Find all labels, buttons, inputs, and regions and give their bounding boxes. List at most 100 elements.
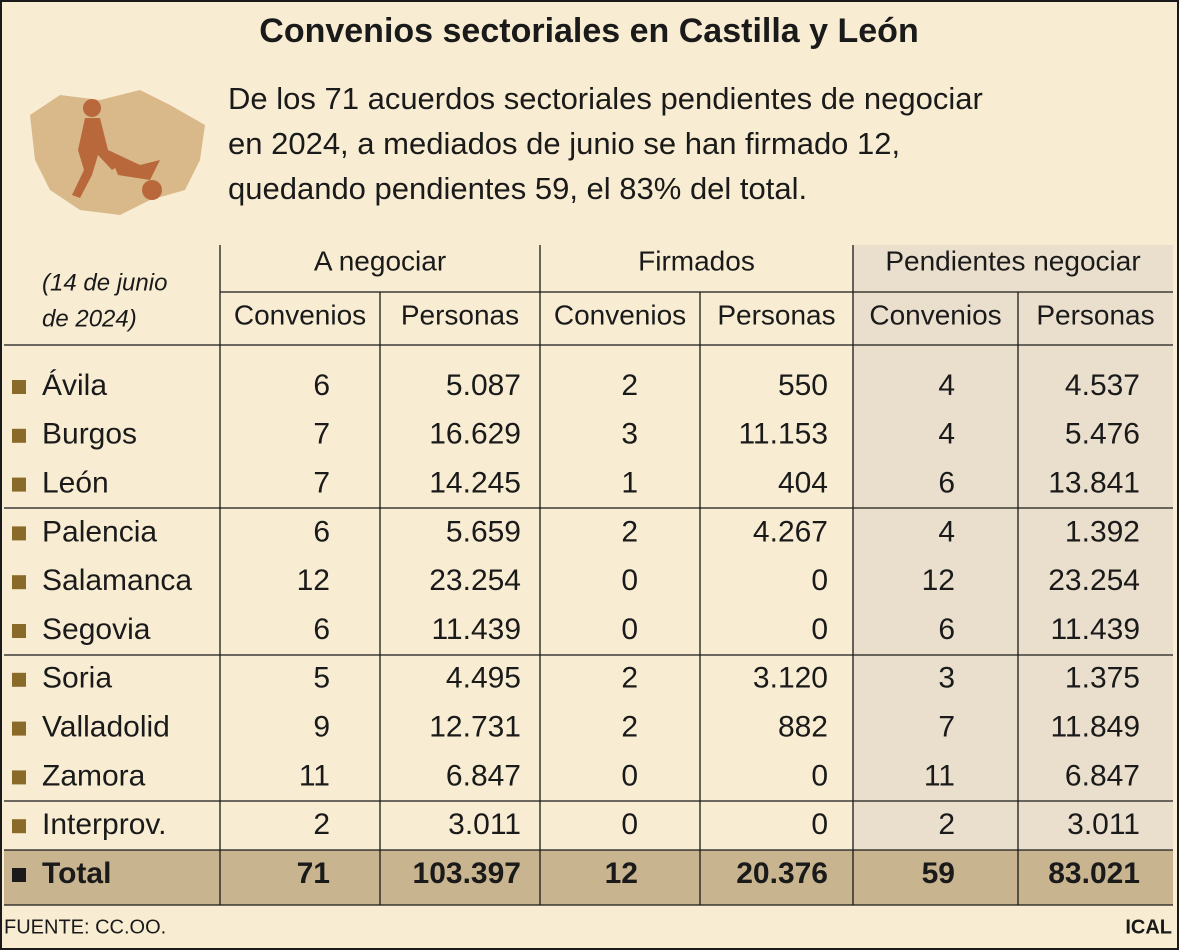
cell-value: 2 — [938, 808, 955, 841]
row-label: Zamora — [42, 759, 146, 792]
cell-value: 0 — [811, 808, 828, 841]
bullet — [12, 819, 26, 834]
cell-value: 13.841 — [1048, 467, 1140, 500]
sub-header: Convenios — [234, 299, 366, 330]
cell-value: 6.847 — [446, 759, 521, 792]
cell-value: 5 — [313, 662, 330, 695]
cell-value: 23.254 — [1048, 564, 1140, 597]
cell-value: 11.153 — [738, 418, 828, 451]
cell-value: 404 — [778, 467, 828, 500]
row-label: Palencia — [42, 515, 157, 548]
row-label: Soria — [42, 662, 112, 695]
bullet — [12, 380, 26, 394]
bullet — [12, 477, 26, 492]
cell-value: 59 — [922, 857, 955, 890]
cell-value: 20.376 — [736, 857, 828, 890]
cell-value: 7 — [313, 467, 330, 500]
cell-value: 3.011 — [1067, 808, 1140, 841]
cell-value: 5.476 — [1065, 418, 1140, 451]
sub-header: Personas — [1036, 299, 1154, 330]
cell-value: 882 — [778, 711, 828, 744]
bullet — [12, 575, 26, 590]
cell-value: 550 — [778, 369, 828, 402]
bullet — [12, 721, 26, 736]
cell-value: 6 — [313, 369, 330, 402]
cell-value: 7 — [313, 418, 330, 451]
cell-value: 103.397 — [413, 857, 521, 890]
date-note: de 2024) — [42, 305, 137, 332]
cell-value: 2 — [621, 515, 638, 548]
cell-value: 83.021 — [1048, 857, 1140, 890]
row-label: Total — [42, 857, 111, 890]
cell-value: 5.087 — [446, 369, 521, 402]
row-label: Valladolid — [42, 711, 170, 744]
description-line: en 2024, a mediados de junio se han firm… — [228, 126, 900, 161]
group-header: Firmados — [638, 245, 755, 276]
cell-value: 3.120 — [753, 662, 828, 695]
sub-header: Convenios — [869, 299, 1001, 330]
cell-value: 2 — [621, 369, 638, 402]
cell-value: 4.537 — [1065, 369, 1140, 402]
bullet — [12, 672, 26, 687]
bullet — [12, 770, 26, 785]
cell-value: 11.439 — [431, 613, 521, 646]
cell-value: 2 — [621, 711, 638, 744]
cell-value: 4 — [938, 418, 955, 451]
date-note: (14 de junio — [42, 269, 167, 296]
cell-value: 0 — [621, 613, 638, 646]
group-header: A negociar — [314, 245, 446, 276]
cell-value: 11 — [299, 759, 330, 792]
row-label: Segovia — [42, 613, 151, 646]
cell-value: 1 — [621, 467, 638, 500]
cell-value: 4.267 — [753, 515, 828, 548]
sub-header: Personas — [401, 299, 519, 330]
cell-value: 6 — [938, 613, 955, 646]
cell-value: 2 — [313, 808, 330, 841]
cell-value: 0 — [811, 564, 828, 597]
cell-value: 9 — [313, 711, 330, 744]
bullet — [12, 428, 26, 443]
total-shade — [4, 850, 1173, 905]
cell-value: 3 — [938, 662, 955, 695]
cell-value: 2 — [621, 662, 638, 695]
cell-value: 11 — [924, 759, 955, 792]
agency: ICAL — [1125, 916, 1172, 938]
cell-value: 71 — [297, 857, 330, 890]
icon — [30, 90, 205, 215]
row-label: Burgos — [42, 418, 137, 451]
row-label: Ávila — [42, 369, 107, 402]
cell-value: 4 — [938, 515, 955, 548]
cell-value: 16.629 — [429, 418, 521, 451]
row-label: Salamanca — [42, 564, 192, 597]
cell-value: 0 — [621, 808, 638, 841]
cell-value: 12 — [605, 857, 638, 890]
bullet — [12, 526, 26, 541]
cell-value: 4.495 — [446, 662, 521, 695]
row-label: León — [42, 467, 109, 500]
cell-value: 1.375 — [1065, 662, 1140, 695]
cell-value: 7 — [938, 711, 955, 744]
cell-value: 5.659 — [446, 515, 521, 548]
cell-value: 3.011 — [448, 808, 521, 841]
cell-value: 0 — [621, 564, 638, 597]
group-header: Pendientes negociar — [885, 245, 1140, 276]
description-line: quedando pendientes 59, el 83% del total… — [228, 171, 807, 206]
sub-header: Convenios — [554, 299, 686, 330]
description-line: De los 71 acuerdos sectoriales pendiente… — [228, 81, 983, 116]
cell-value: 0 — [811, 613, 828, 646]
cell-value: 0 — [811, 759, 828, 792]
cell-value: 11.849 — [1050, 711, 1140, 744]
sub-header: Personas — [717, 299, 835, 330]
cell-value: 12 — [297, 564, 330, 597]
cell-value: 6 — [938, 467, 955, 500]
cell-value: 3 — [621, 418, 638, 451]
title: Convenios sectoriales en Castilla y León — [259, 12, 918, 50]
bullet — [12, 868, 26, 882]
cell-value: 6 — [313, 515, 330, 548]
cell-value: 11.439 — [1050, 613, 1140, 646]
cell-value: 0 — [621, 759, 638, 792]
cell-value: 23.254 — [429, 564, 521, 597]
pending-shade — [853, 245, 1173, 850]
cell-value: 4 — [938, 369, 955, 402]
